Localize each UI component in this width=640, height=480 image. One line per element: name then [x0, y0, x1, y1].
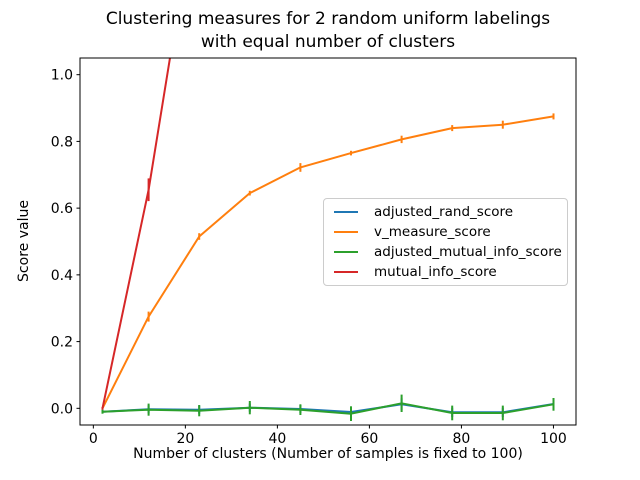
chart-title: Clustering measures for 2 random uniform…	[80, 8, 576, 54]
series-adjusted_rand_score	[101, 398, 555, 417]
x-tick-label: 60	[360, 431, 378, 447]
legend-item-label: v_measure_score	[374, 224, 491, 240]
y-tick-label: 1.0	[51, 68, 73, 84]
legend-item-label: adjusted_mutual_info_score	[374, 244, 562, 260]
y-tick-label: 0.2	[51, 335, 73, 351]
y-tick-label: 0.6	[51, 201, 73, 217]
axes-frame	[79, 57, 577, 426]
legend-item-label: adjusted_rand_score	[374, 204, 514, 220]
legend-line-swatch	[334, 251, 358, 253]
chart-title-line-2: with equal number of clusters	[200, 32, 456, 52]
series-line	[101, 115, 554, 409]
series-v_measure_score	[101, 113, 555, 410]
x-tick-label: 0	[89, 431, 98, 447]
legend-line-swatch	[334, 271, 358, 273]
legend-item: v_measure_score	[334, 222, 557, 242]
y-tick-label: 0.8	[51, 134, 73, 150]
x-tick-label: 100	[540, 431, 567, 447]
x-tick-label: 20	[176, 431, 194, 447]
x-tick-label: 40	[268, 431, 286, 447]
series-mutual_info_score	[101, 58, 171, 410]
legend-line-swatch	[334, 231, 358, 233]
x-tick-label: 80	[453, 431, 471, 447]
y-tick-label: 0.0	[51, 401, 73, 417]
x-axis-label: Number of clusters (Number of samples is…	[133, 446, 523, 462]
series-line	[102, 402, 554, 415]
legend-item: adjusted_mutual_info_score	[334, 242, 562, 262]
chart-title-line-1: Clustering measures for 2 random uniform…	[105, 9, 551, 29]
legend-item: mutual_info_score	[334, 262, 557, 282]
legend-item: adjusted_rand_score	[334, 202, 557, 222]
legend: adjusted_rand_score v_measure_score adju…	[323, 198, 568, 286]
legend-item-label: mutual_info_score	[374, 264, 497, 280]
series-line	[101, 58, 171, 409]
legend-line-swatch	[334, 211, 358, 213]
series-adjusted_mutual_info_score	[101, 394, 555, 421]
y-tick-label: 0.4	[51, 268, 73, 284]
y-axis-label: Score value	[16, 200, 32, 282]
